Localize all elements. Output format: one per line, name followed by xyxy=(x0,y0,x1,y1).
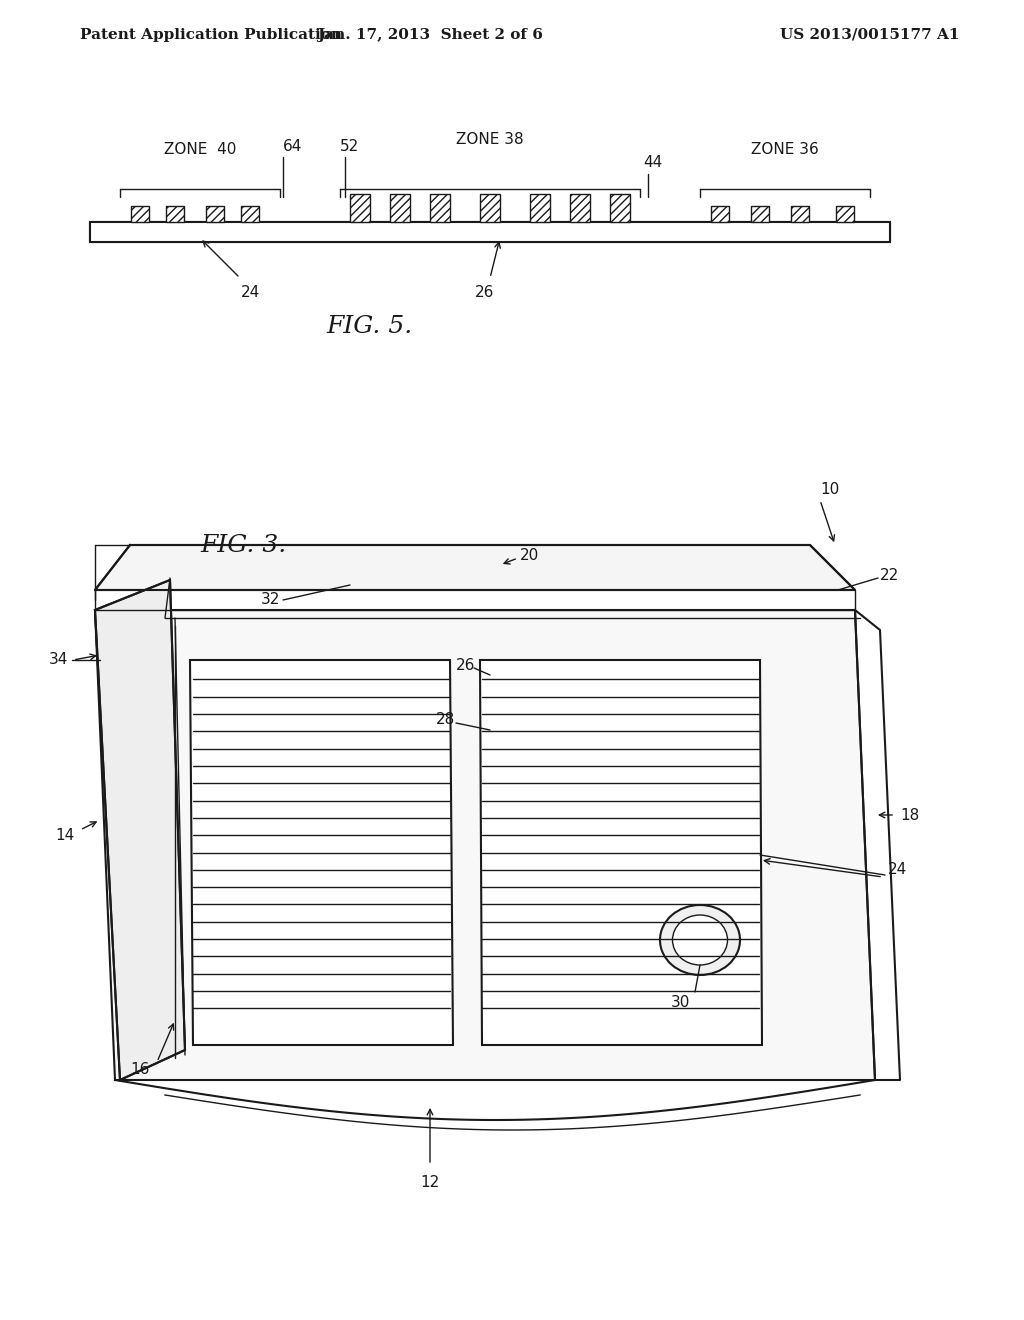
Text: 10: 10 xyxy=(820,483,840,498)
Polygon shape xyxy=(95,545,855,590)
Text: 28: 28 xyxy=(436,713,455,727)
Bar xyxy=(350,194,370,222)
Text: 34: 34 xyxy=(48,652,68,668)
Bar xyxy=(480,194,500,222)
Text: ZONE  40: ZONE 40 xyxy=(164,143,237,157)
Bar xyxy=(166,206,184,222)
Text: US 2013/0015177 A1: US 2013/0015177 A1 xyxy=(780,28,959,42)
Text: 26: 26 xyxy=(475,285,495,300)
Bar xyxy=(131,206,150,222)
Text: 30: 30 xyxy=(671,995,690,1010)
Polygon shape xyxy=(95,579,185,1080)
Text: 14: 14 xyxy=(55,828,75,842)
Text: ZONE 38: ZONE 38 xyxy=(456,132,524,147)
Text: FIG. 5.: FIG. 5. xyxy=(327,315,413,338)
Bar xyxy=(530,194,550,222)
Text: 24: 24 xyxy=(888,862,907,878)
Polygon shape xyxy=(95,610,874,1080)
Bar xyxy=(836,206,854,222)
Ellipse shape xyxy=(673,915,727,965)
Text: 20: 20 xyxy=(520,548,540,562)
Text: FIG. 3.: FIG. 3. xyxy=(200,533,287,557)
Bar xyxy=(711,206,729,222)
Text: 22: 22 xyxy=(880,568,899,582)
Text: 32: 32 xyxy=(261,593,280,607)
Bar xyxy=(751,206,769,222)
Bar xyxy=(570,194,590,222)
Text: 18: 18 xyxy=(900,808,920,822)
Text: 24: 24 xyxy=(241,285,260,300)
Text: 52: 52 xyxy=(340,139,359,154)
Text: ZONE 36: ZONE 36 xyxy=(752,143,819,157)
Bar xyxy=(430,194,450,222)
Polygon shape xyxy=(190,660,453,1045)
Text: Patent Application Publication: Patent Application Publication xyxy=(80,28,342,42)
Bar xyxy=(90,222,890,242)
Text: 12: 12 xyxy=(421,1175,439,1191)
Text: 26: 26 xyxy=(456,657,475,672)
Text: 44: 44 xyxy=(643,154,663,170)
Bar xyxy=(390,194,410,222)
Bar xyxy=(90,222,890,242)
Bar xyxy=(791,206,809,222)
Ellipse shape xyxy=(660,906,740,975)
Bar xyxy=(206,206,224,222)
Text: 64: 64 xyxy=(283,139,302,154)
Bar xyxy=(90,222,890,242)
Polygon shape xyxy=(480,660,762,1045)
Text: 16: 16 xyxy=(131,1063,150,1077)
Text: Jan. 17, 2013  Sheet 2 of 6: Jan. 17, 2013 Sheet 2 of 6 xyxy=(317,28,543,42)
Bar xyxy=(241,206,259,222)
Bar xyxy=(610,194,630,222)
